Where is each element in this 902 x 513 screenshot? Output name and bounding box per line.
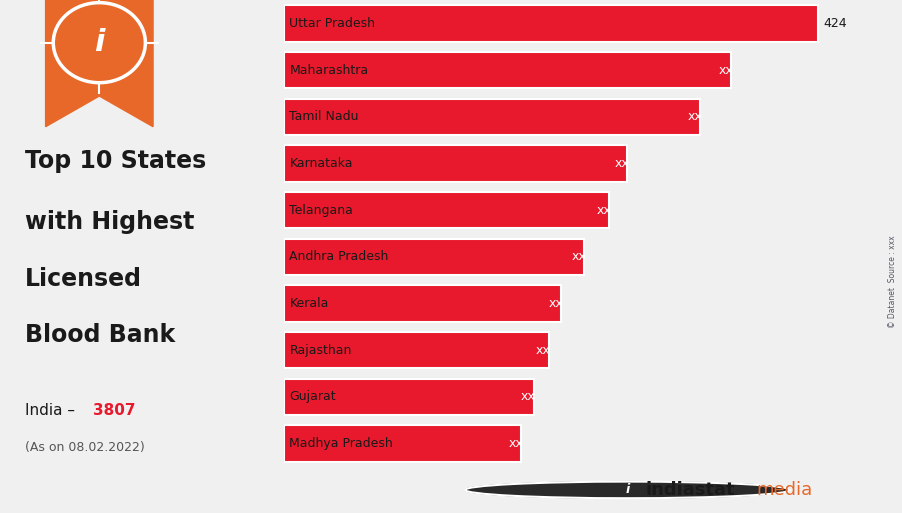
Text: © Datanet  Source : xxx: © Datanet Source : xxx	[887, 236, 896, 328]
Bar	[284, 332, 548, 368]
Text: Maharashtra: Maharashtra	[290, 64, 368, 76]
Bar	[284, 145, 626, 182]
Text: xx: xx	[686, 110, 701, 123]
Text: xx: xx	[548, 297, 563, 310]
Text: i: i	[625, 483, 629, 497]
Bar	[284, 5, 817, 42]
Bar	[284, 52, 731, 88]
Text: Telangana: Telangana	[290, 204, 353, 216]
Bar	[284, 285, 561, 322]
Text: xx: xx	[596, 204, 611, 216]
Bar	[284, 425, 520, 462]
Text: India –: India –	[25, 403, 80, 418]
Text: Karnataka: Karnataka	[290, 157, 353, 170]
Text: xx: xx	[718, 64, 732, 76]
Text: media: media	[756, 481, 812, 499]
Text: Top 10 States: Top 10 States	[25, 149, 207, 173]
Text: 424: 424	[822, 17, 846, 30]
Text: (As on 08.02.2022): (As on 08.02.2022)	[25, 441, 145, 454]
Text: Rajasthan: Rajasthan	[290, 344, 352, 357]
Bar	[284, 239, 584, 275]
Text: Kerala: Kerala	[290, 297, 328, 310]
Text: xx: xx	[613, 157, 628, 170]
Text: Licensed: Licensed	[25, 267, 143, 291]
Text: xx: xx	[536, 344, 550, 357]
Text: i: i	[94, 28, 105, 57]
Text: Blood Bank: Blood Bank	[25, 323, 175, 347]
Bar	[284, 98, 699, 135]
Text: Tamil Nadu: Tamil Nadu	[290, 110, 359, 123]
Text: indiastat: indiastat	[645, 481, 734, 499]
Circle shape	[465, 482, 789, 498]
Text: Gujarat: Gujarat	[290, 390, 336, 403]
Text: with Highest: with Highest	[25, 210, 195, 234]
Bar	[284, 379, 533, 415]
Polygon shape	[46, 0, 153, 127]
Bar	[284, 192, 609, 228]
Text: xx: xx	[508, 437, 522, 450]
Text: xx: xx	[571, 250, 585, 263]
Text: Andhra Pradesh: Andhra Pradesh	[290, 250, 389, 263]
Text: Madhya Pradesh: Madhya Pradesh	[290, 437, 392, 450]
Text: xx: xx	[520, 390, 535, 403]
Text: 3807: 3807	[93, 403, 135, 418]
Text: Uttar Pradesh: Uttar Pradesh	[290, 17, 375, 30]
